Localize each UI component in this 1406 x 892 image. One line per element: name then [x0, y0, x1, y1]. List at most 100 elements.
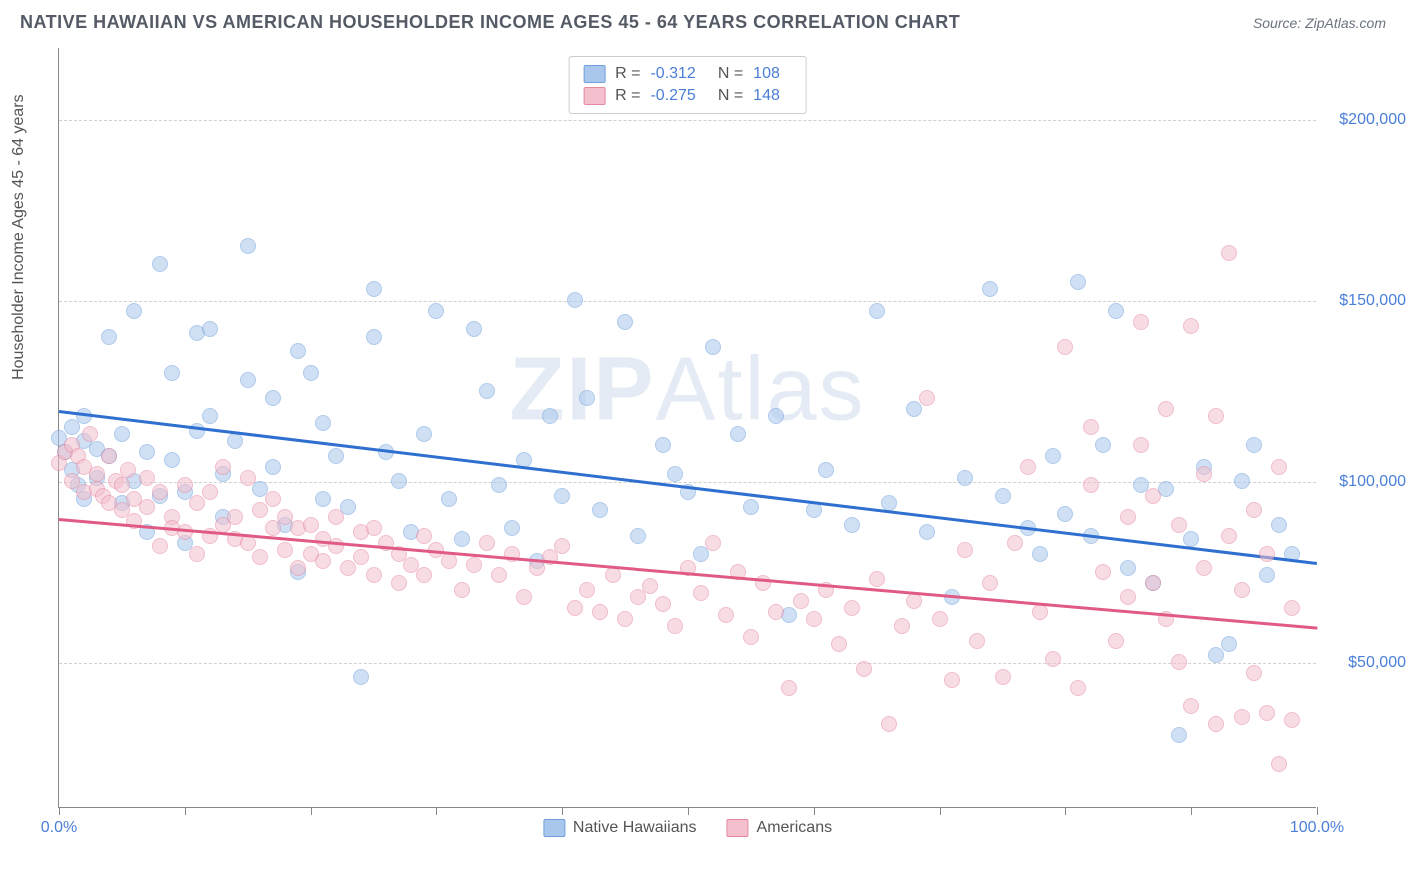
legend-swatch	[583, 65, 605, 83]
scatter-point	[755, 575, 771, 591]
scatter-point	[693, 585, 709, 601]
scatter-point	[957, 470, 973, 486]
scatter-point	[1158, 401, 1174, 417]
scatter-point	[164, 452, 180, 468]
scatter-point	[202, 408, 218, 424]
scatter-point	[642, 578, 658, 594]
scatter-point	[353, 669, 369, 685]
scatter-point	[1271, 756, 1287, 772]
scatter-point	[290, 560, 306, 576]
scatter-point	[768, 408, 784, 424]
scatter-point	[944, 672, 960, 688]
x-tick	[562, 807, 563, 815]
scatter-point	[1234, 582, 1250, 598]
scatter-point	[730, 426, 746, 442]
scatter-point	[1108, 303, 1124, 319]
scatter-point	[416, 426, 432, 442]
scatter-point	[605, 567, 621, 583]
scatter-point	[1284, 600, 1300, 616]
scatter-point	[101, 448, 117, 464]
scatter-point	[366, 329, 382, 345]
scatter-point	[240, 372, 256, 388]
scatter-point	[152, 484, 168, 500]
scatter-point	[416, 567, 432, 583]
scatter-point	[227, 509, 243, 525]
scatter-point	[516, 589, 532, 605]
scatter-point	[290, 343, 306, 359]
x-tick	[311, 807, 312, 815]
scatter-point	[906, 593, 922, 609]
gridline	[59, 120, 1316, 121]
scatter-point	[919, 390, 935, 406]
scatter-point	[1095, 564, 1111, 580]
x-tick-label: 0.0%	[41, 819, 77, 837]
x-tick	[688, 807, 689, 815]
scatter-point	[1246, 502, 1262, 518]
x-tick	[1317, 807, 1318, 815]
scatter-point	[1183, 318, 1199, 334]
legend-stat-row: R =-0.312N =108	[583, 63, 792, 85]
scatter-point	[1057, 339, 1073, 355]
scatter-point	[416, 528, 432, 544]
scatter-point	[328, 448, 344, 464]
scatter-point	[504, 520, 520, 536]
scatter-point	[1183, 531, 1199, 547]
x-tick	[185, 807, 186, 815]
scatter-point	[844, 517, 860, 533]
scatter-point	[919, 524, 935, 540]
scatter-point	[265, 491, 281, 507]
scatter-point	[491, 567, 507, 583]
r-value: -0.275	[650, 87, 695, 105]
scatter-point	[1120, 509, 1136, 525]
x-tick	[436, 807, 437, 815]
scatter-point	[265, 459, 281, 475]
scatter-point	[969, 633, 985, 649]
r-value: -0.312	[650, 65, 695, 83]
scatter-point	[1120, 589, 1136, 605]
scatter-point	[1259, 705, 1275, 721]
scatter-point	[428, 303, 444, 319]
scatter-point	[743, 499, 759, 515]
x-tick	[1065, 807, 1066, 815]
scatter-point	[1083, 419, 1099, 435]
scatter-point	[1234, 473, 1250, 489]
scatter-point	[856, 661, 872, 677]
legend-series: Native HawaiiansAmericans	[543, 819, 832, 837]
scatter-point	[1108, 633, 1124, 649]
n-value: 148	[753, 87, 780, 105]
scatter-point	[1145, 575, 1161, 591]
gridline	[59, 663, 1316, 664]
scatter-point	[1145, 488, 1161, 504]
scatter-point	[1246, 665, 1262, 681]
scatter-point	[932, 611, 948, 627]
scatter-point	[454, 531, 470, 547]
scatter-point	[554, 538, 570, 554]
scatter-point	[705, 535, 721, 551]
scatter-point	[844, 600, 860, 616]
scatter-point	[139, 444, 155, 460]
scatter-point	[806, 502, 822, 518]
scatter-point	[177, 477, 193, 493]
x-tick-label: 100.0%	[1290, 819, 1344, 837]
scatter-point	[1133, 437, 1149, 453]
scatter-point	[982, 575, 998, 591]
y-tick-label: $200,000	[1326, 111, 1406, 129]
scatter-point	[265, 390, 281, 406]
scatter-point	[139, 499, 155, 515]
scatter-point	[114, 426, 130, 442]
legend-label: Native Hawaiians	[573, 819, 697, 837]
scatter-point	[303, 517, 319, 533]
scatter-point	[120, 462, 136, 478]
scatter-point	[1120, 560, 1136, 576]
scatter-point	[1070, 274, 1086, 290]
n-value: 108	[753, 65, 780, 83]
scatter-point	[340, 499, 356, 515]
scatter-point	[152, 256, 168, 272]
scatter-point	[466, 321, 482, 337]
scatter-point	[818, 462, 834, 478]
scatter-point	[1221, 245, 1237, 261]
scatter-point	[1083, 477, 1099, 493]
scatter-point	[542, 408, 558, 424]
scatter-point	[479, 383, 495, 399]
scatter-point	[466, 557, 482, 573]
